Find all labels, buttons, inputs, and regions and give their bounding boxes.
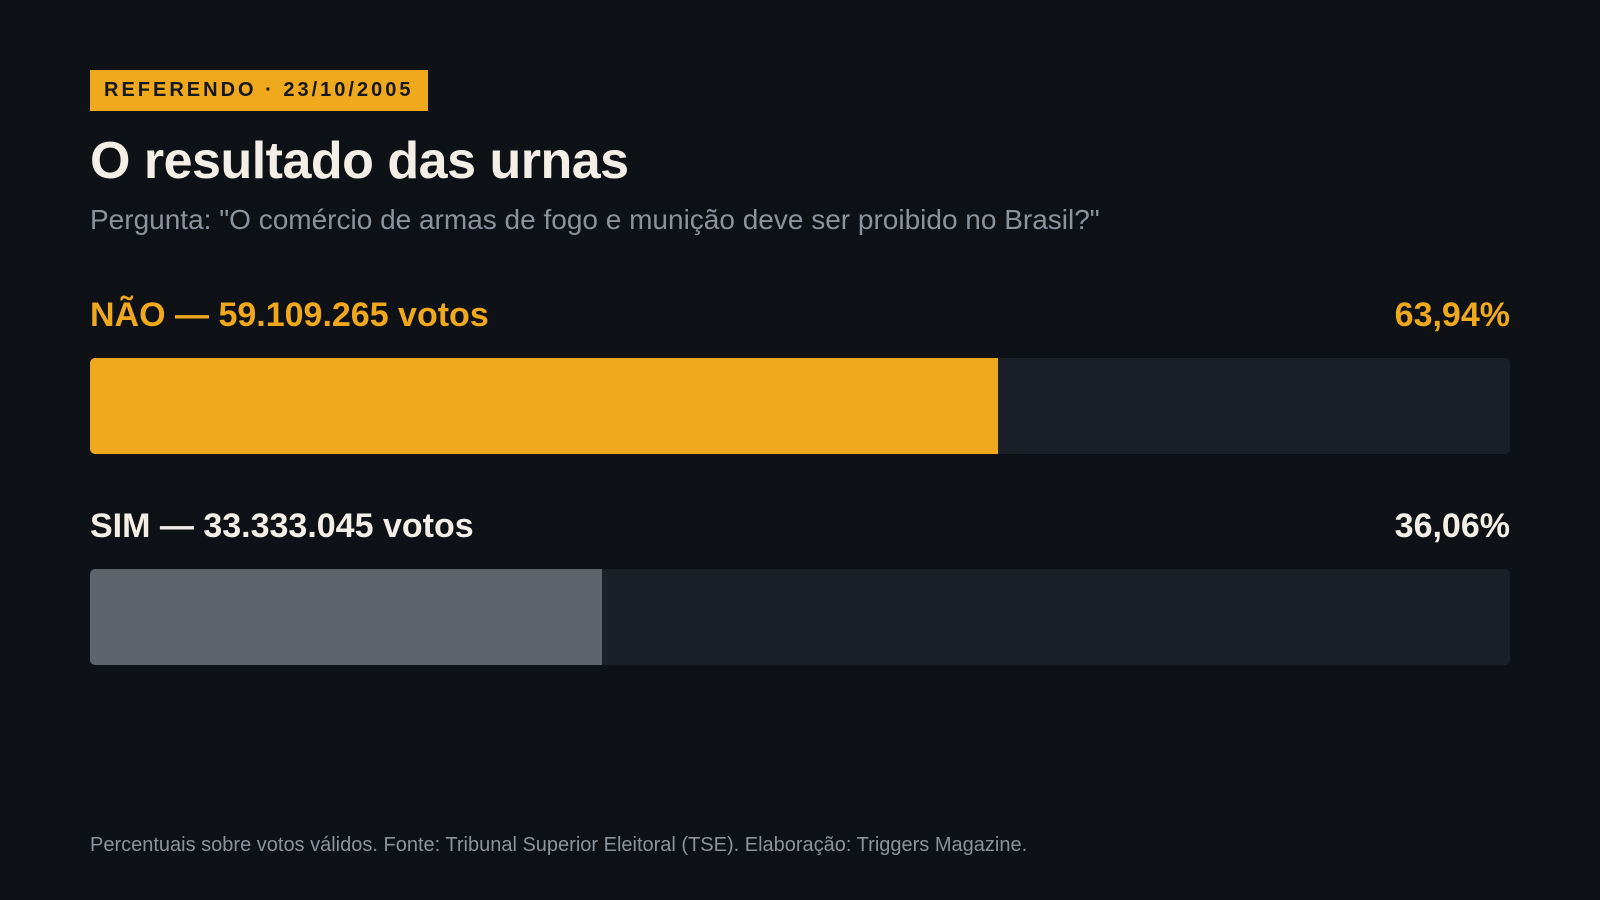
result-sim-label: SIM — 33.333.045 votos [90, 507, 474, 545]
result-nao-label: NÃO — 59.109.265 votos [90, 296, 489, 334]
result-nao-percent: 63,94% [1394, 296, 1510, 334]
date-tag: REFERENDO · 23/10/2005 [90, 70, 429, 111]
result-sim-header: SIM — 33.333.045 votos 36,06% [90, 507, 1510, 553]
result-nao-track [90, 358, 1510, 454]
source-note: Percentuais sobre votos válidos. Fonte: … [90, 834, 1028, 856]
result-sim-track [90, 569, 1510, 665]
chart-card: REFERENDO · 23/10/2005 O resultado das u… [90, 70, 1510, 665]
result-nao: NÃO — 59.109.265 votos 63,94% [90, 296, 1510, 454]
chart-subtitle: Pergunta: "O comércio de armas de fogo e… [90, 204, 1100, 235]
result-sim: SIM — 33.333.045 votos 36,06% [90, 507, 1510, 665]
result-nao-bar [90, 358, 998, 454]
result-sim-bar [90, 569, 603, 665]
result-sim-percent: 36,06% [1394, 507, 1510, 545]
result-nao-header: NÃO — 59.109.265 votos 63,94% [90, 296, 1510, 342]
chart-title: O resultado das urnas [90, 132, 629, 190]
